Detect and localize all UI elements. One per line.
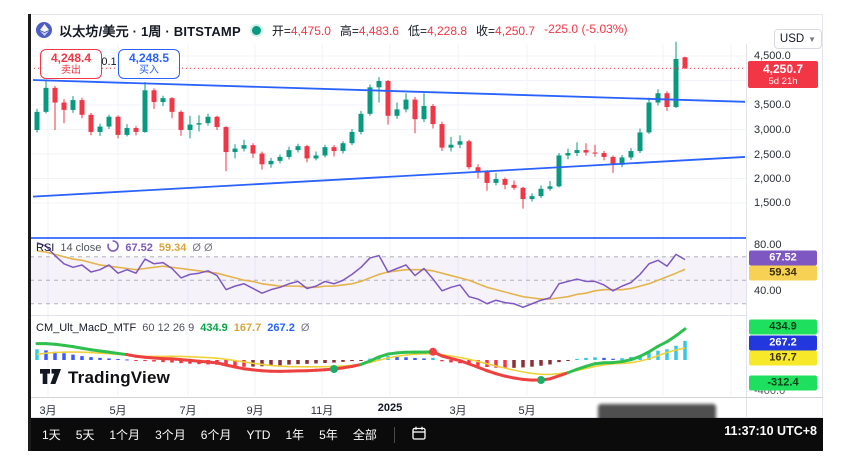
macd-hist-value: 267.2 <box>267 322 295 334</box>
ohlc-item: 高=4,483.6 <box>339 23 399 38</box>
range-button[interactable]: 5年 <box>319 428 338 442</box>
macd-value-badge: 434.9 <box>749 319 817 335</box>
macd-value: 434.9 <box>200 322 228 334</box>
currency-label: USD <box>779 33 805 45</box>
rsi-indicator-header[interactable]: RSI 14 close 67.52 59.34 Ø Ø <box>36 240 213 255</box>
buy-price: 4,248.5 <box>128 51 170 65</box>
tradingview-mark-icon <box>40 369 61 384</box>
pane-separator-macd[interactable] <box>30 315 746 316</box>
macd-value-badge: -312.4 <box>749 375 817 391</box>
price-tick: 3,000.0 <box>754 124 791 136</box>
time-axis-label[interactable]: 3月 <box>449 405 467 417</box>
range-button[interactable]: 1天 <box>42 428 61 442</box>
rsi-value-badge: 59.34 <box>749 265 817 281</box>
time-axis-label[interactable]: 5月 <box>518 405 536 417</box>
range-button[interactable]: YTD <box>246 427 271 442</box>
toolbar-separator <box>393 426 395 443</box>
price-tick: 2,500.0 <box>754 149 791 161</box>
tradingview-logo[interactable]: TradingView <box>40 368 170 388</box>
spread-value: 0.1 <box>101 56 117 68</box>
rsi-tick: 80.00 <box>754 239 782 251</box>
go-to-date-icon[interactable] <box>412 426 426 443</box>
clock: 11:37:10 UTC+8 <box>724 424 817 438</box>
rsi-value-badge: 67.52 <box>749 250 817 266</box>
buy-button[interactable]: 4,248.5 买入 <box>118 49 180 79</box>
market-status-icon[interactable] <box>251 25 261 35</box>
macd-title: CM_Ult_MacD_MTF <box>36 322 137 334</box>
left-edge-bar <box>28 14 31 451</box>
last-price: 4,250.7 <box>762 62 804 76</box>
date-range-buttons: 1天 5天 1个月 3个月 6个月 YTD 1年 5年 全部 <box>42 426 426 443</box>
price-tick: 3,500.0 <box>754 99 791 111</box>
macd-extra-value: Ø <box>300 322 310 334</box>
price-tick: 1,500.0 <box>754 197 791 209</box>
range-button[interactable]: 5天 <box>75 428 95 442</box>
ohlc-item: 低=4,228.8 <box>407 23 468 38</box>
price-tick: 2,000.0 <box>754 173 791 185</box>
refresh-icon[interactable] <box>107 240 120 255</box>
time-axis-label[interactable]: 3月 <box>39 405 57 417</box>
macd-indicator-header[interactable]: CM_Ult_MacD_MTF 60 12 26 9 434.9 167.7 2… <box>36 322 309 334</box>
buy-label: 买入 <box>139 65 159 76</box>
bar-countdown: 5d 21h <box>768 76 798 87</box>
sell-label: 卖出 <box>61 65 81 76</box>
symbol-title[interactable]: 以太坊/美元 · 1周 · BITSTAMP <box>59 23 241 39</box>
time-axis-label[interactable]: 5月 <box>109 405 127 417</box>
currency-dropdown[interactable]: USD ▼ <box>774 29 822 49</box>
rsi-params: 14 close <box>60 241 102 254</box>
sell-price: 4,248.4 <box>50 51 92 65</box>
last-price-badge: 4,250.7 5d 21h <box>748 61 818 88</box>
range-button[interactable]: 1年 <box>285 428 305 442</box>
ohlc-item: -225.0 (-5.03%) <box>544 21 628 36</box>
price-tick: 4,500.0 <box>754 50 791 62</box>
time-axis-border <box>29 397 823 398</box>
time-axis-label[interactable]: 11月 <box>310 405 334 417</box>
chevron-down-icon: ▼ <box>808 34 817 44</box>
rsi-ma-value: 59.34 <box>158 241 187 254</box>
price-axis-border <box>746 44 747 417</box>
rsi-extra-values: Ø Ø <box>192 241 213 254</box>
time-axis-label[interactable]: 2025 <box>377 402 403 414</box>
ohlc-item: 开=4,475.0 <box>271 23 331 38</box>
pane-separator-rsi[interactable] <box>30 237 746 239</box>
rsi-tick: 40.00 <box>754 285 782 297</box>
range-button[interactable]: 1个月 <box>109 428 141 442</box>
macd-value-badge: 167.7 <box>749 350 817 366</box>
tradingview-logo-text: TradingView <box>68 368 171 387</box>
ohlc-values: 开=4,475.0 高=4,483.6 低=4,228.8 收=4,250.7 -225… <box>272 22 628 39</box>
ethereum-icon <box>36 22 52 38</box>
macd-value-badge: 267.2 <box>749 335 817 351</box>
time-axis-label[interactable]: 7月 <box>179 405 197 417</box>
bottom-toolbar: 1天 5天 1个月 3个月 6个月 YTD 1年 5年 全部 <box>28 418 823 451</box>
macd-params: 60 12 26 9 <box>142 322 195 334</box>
rsi-title: RSI <box>36 241 55 254</box>
rsi-value: 67.52 <box>125 241 153 254</box>
range-button[interactable]: 3个月 <box>155 428 186 442</box>
sell-button[interactable]: 4,248.4 卖出 <box>40 49 102 79</box>
chart-header: 以太坊/美元 · 1周 · BITSTAMP 开=4,475.0 高=4,483.… <box>36 19 627 41</box>
range-button[interactable]: 全部 <box>352 428 377 442</box>
macd-signal-value: 167.7 <box>233 322 262 334</box>
ohlc-item: 收=4,250.7 <box>476 23 536 38</box>
range-button[interactable]: 6个月 <box>200 428 232 442</box>
time-axis-label[interactable]: 9月 <box>246 405 264 417</box>
